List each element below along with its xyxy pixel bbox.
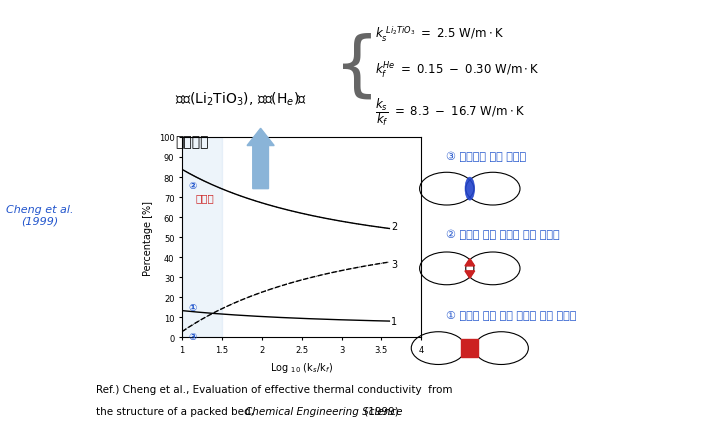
Text: 1: 1 [391, 316, 397, 326]
Text: 열전도도: 열전도도 [175, 135, 208, 149]
Text: 지배적: 지배적 [196, 193, 214, 203]
Y-axis label: Percentage [%]: Percentage [%] [143, 200, 153, 275]
Text: ② 접촉면 주변 유체를 통한 열전도: ② 접촉면 주변 유체를 통한 열전도 [446, 229, 560, 240]
Bar [182, 138, 222, 338]
Text: ①: ① [188, 302, 196, 312]
Polygon shape [465, 259, 475, 266]
Text: 2: 2 [391, 222, 397, 232]
Text: ① 비접촉 입자 사이 유체를 통한 열전도: ① 비접촉 입자 사이 유체를 통한 열전도 [446, 309, 577, 319]
FancyArrow shape [247, 129, 274, 189]
Text: {: { [334, 32, 380, 101]
Ellipse shape [465, 178, 475, 201]
Text: Cheng et al.
(1999): Cheng et al. (1999) [6, 204, 73, 226]
Text: 3: 3 [391, 259, 397, 269]
Bar [461, 339, 478, 357]
Text: $k_f^{He}\ =\ 0.15\ -\ 0.30\ \mathrm{W/m \cdot K}$: $k_f^{He}\ =\ 0.15\ -\ 0.30\ \mathrm{W/m… [375, 61, 540, 81]
Text: Ref.) Cheng et al., Evaluation of effective thermal conductivity  from: Ref.) Cheng et al., Evaluation of effect… [96, 384, 453, 394]
Text: ③ 접촉면을 통한 열전도: ③ 접촉면을 통한 열전도 [446, 152, 526, 162]
Text: ②: ② [188, 181, 196, 191]
Text: $\dfrac{k_s}{k_f}\ =\ 8.3\ -\ 16.7\ \mathrm{W/m \cdot K}$: $\dfrac{k_s}{k_f}\ =\ 8.3\ -\ 16.7\ \mat… [375, 96, 525, 128]
X-axis label: Log $_{10}$ (k$_s$/k$_f$): Log $_{10}$ (k$_s$/k$_f$) [270, 359, 333, 374]
Text: (1999): (1999) [361, 405, 399, 416]
Polygon shape [465, 271, 475, 279]
Text: 입자(Li$_2$TiO$_3$), 유체(H$_e$)의: 입자(Li$_2$TiO$_3$), 유체(H$_e$)의 [175, 90, 307, 108]
Text: the structure of a packed bed,: the structure of a packed bed, [96, 405, 258, 416]
Text: ③: ③ [188, 331, 196, 341]
Text: Chemical Engineering Science: Chemical Engineering Science [245, 405, 403, 416]
Text: $k_s^{\ Li_2TiO_3}\ =\ 2.5\ \mathrm{W/m \cdot K}$: $k_s^{\ Li_2TiO_3}\ =\ 2.5\ \mathrm{W/m … [375, 25, 504, 44]
